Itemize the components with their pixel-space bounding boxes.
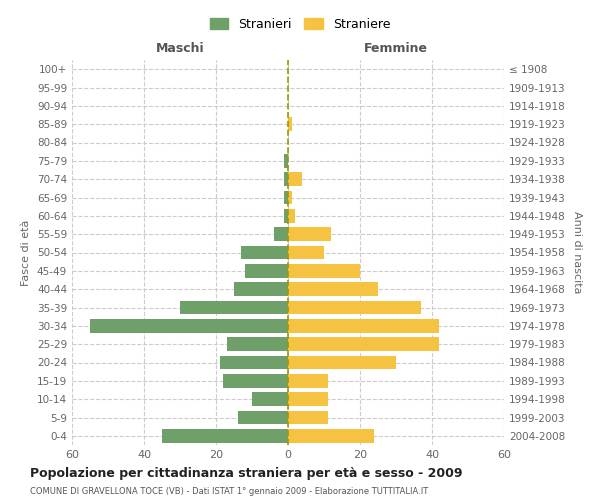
Bar bbox=[220, 356, 288, 370]
Bar bbox=[284, 209, 288, 222]
Bar bbox=[288, 172, 302, 186]
Bar bbox=[227, 338, 288, 351]
Bar bbox=[180, 300, 288, 314]
Bar bbox=[288, 264, 360, 278]
Bar bbox=[162, 429, 288, 442]
Text: COMUNE DI GRAVELLONA TOCE (VB) - Dati ISTAT 1° gennaio 2009 - Elaborazione TUTTI: COMUNE DI GRAVELLONA TOCE (VB) - Dati IS… bbox=[30, 487, 428, 496]
Bar bbox=[234, 282, 288, 296]
Bar bbox=[288, 246, 324, 260]
Bar bbox=[288, 209, 295, 222]
Bar bbox=[288, 392, 328, 406]
Bar bbox=[288, 300, 421, 314]
Bar bbox=[288, 282, 378, 296]
Bar bbox=[288, 338, 439, 351]
Bar bbox=[288, 190, 292, 204]
Bar bbox=[252, 392, 288, 406]
Bar bbox=[245, 264, 288, 278]
Bar bbox=[288, 319, 439, 332]
Bar bbox=[284, 172, 288, 186]
Bar bbox=[238, 410, 288, 424]
Bar bbox=[90, 319, 288, 332]
Bar bbox=[241, 246, 288, 260]
Bar bbox=[223, 374, 288, 388]
Bar bbox=[274, 228, 288, 241]
Legend: Stranieri, Straniere: Stranieri, Straniere bbox=[203, 11, 397, 37]
Y-axis label: Fasce di età: Fasce di età bbox=[22, 220, 31, 286]
Y-axis label: Anni di nascita: Anni di nascita bbox=[572, 211, 582, 294]
Bar bbox=[288, 356, 396, 370]
Bar bbox=[284, 190, 288, 204]
Bar bbox=[288, 410, 328, 424]
Text: Popolazione per cittadinanza straniera per età e sesso - 2009: Popolazione per cittadinanza straniera p… bbox=[30, 468, 463, 480]
Bar bbox=[288, 228, 331, 241]
Bar bbox=[288, 374, 328, 388]
Bar bbox=[284, 154, 288, 168]
Bar bbox=[288, 429, 374, 442]
Bar bbox=[288, 118, 292, 131]
